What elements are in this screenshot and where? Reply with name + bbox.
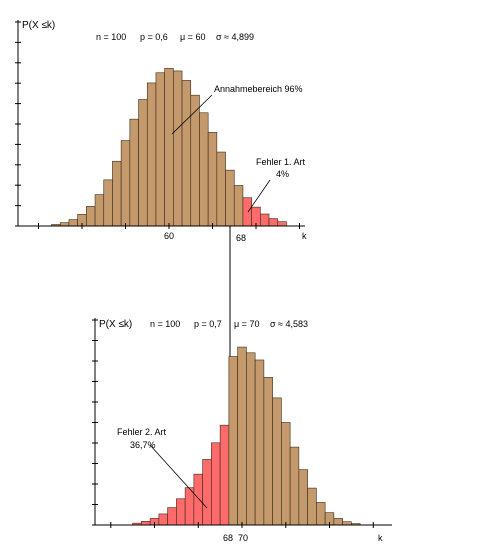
annotation-pointer-accept — [171, 94, 213, 135]
bar-bottom-k75 — [281, 422, 291, 526]
x-tick-label-60-top: 60 — [164, 231, 174, 241]
annotation-error2-value: 36,7% — [130, 440, 156, 450]
bar-top-k66 — [216, 151, 226, 227]
x-ticks-bottom — [110, 522, 374, 528]
bar-top-k67 — [225, 169, 235, 227]
bar-bottom-k79 — [316, 502, 326, 526]
y-axis-label-top: P(X ≤k) — [22, 20, 55, 31]
param-sigma-bottom: σ ≈ 4,583 — [270, 319, 308, 329]
bar-top-k68 — [233, 185, 244, 227]
bar-top-k53 — [103, 179, 113, 227]
annotation-error1-value: 4% — [276, 169, 289, 179]
param-p-top: p = 0,6 — [140, 32, 168, 42]
chart-bottom-p07: P(X ≤k) k n = 100 p = 0,7 μ = 70 σ ≈ 4,5… — [92, 318, 392, 543]
param-n-bottom: n = 100 — [150, 319, 180, 329]
bar-top-k69 — [242, 197, 252, 227]
bar-top-k72 — [268, 218, 279, 227]
bars-bottom — [132, 346, 361, 526]
x-axis-label-top: k — [302, 231, 307, 241]
bar-bottom-k59 — [141, 521, 151, 526]
bar-top-k58 — [146, 82, 157, 227]
bar-top-k49 — [68, 219, 78, 227]
y-ticks-bottom — [92, 319, 98, 526]
bar-bottom-k81 — [333, 518, 343, 526]
bar-bottom-k76 — [289, 446, 300, 526]
bar-bottom-k64 — [184, 487, 195, 526]
chart-top-p06: P(X ≤k) k n = 100 p = 0,6 μ = 60 σ ≈ 4,8… — [15, 20, 307, 243]
param-sigma-top: σ ≈ 4,899 — [216, 32, 254, 42]
bar-top-k55 — [120, 140, 131, 227]
bar-bottom-k66 — [202, 459, 212, 526]
x-ticks-top — [38, 223, 300, 229]
y-ticks-top — [15, 21, 21, 227]
bars-top — [51, 68, 287, 227]
bar-top-k71 — [260, 213, 270, 227]
bar-bottom-k74 — [272, 397, 282, 526]
x-tick-label-68-bottom: 68 — [223, 533, 233, 543]
bar-bottom-k78 — [307, 487, 317, 526]
bar-bottom-k61 — [158, 513, 168, 526]
bar-bottom-k72 — [254, 359, 265, 526]
bar-top-k60 — [164, 68, 174, 227]
bar-bottom-k70 — [237, 346, 247, 526]
bar-top-k64 — [199, 112, 209, 227]
bar-top-k62 — [181, 80, 192, 227]
bar-top-k51 — [86, 206, 96, 227]
bar-bottom-k73 — [263, 377, 273, 526]
bar-top-k56 — [129, 118, 139, 227]
annotation-error2-title: Fehler 2. Art — [117, 427, 167, 437]
param-mu-top: μ = 60 — [180, 32, 205, 42]
bar-top-k65 — [207, 132, 218, 227]
bar-bottom-k71 — [246, 352, 256, 526]
bar-top-k57 — [138, 99, 148, 227]
bar-top-k52 — [94, 194, 105, 227]
y-axis-label-bottom: P(X ≤k) — [99, 319, 132, 330]
param-p-bottom: p = 0,7 — [194, 319, 222, 329]
bar-bottom-k63 — [176, 498, 186, 526]
x-axis-label-bottom: k — [378, 533, 383, 543]
annotation-accept-region: Annahmebereich 96% — [214, 84, 303, 94]
param-n-top: n = 100 — [96, 32, 126, 42]
annotation-pointer-error2 — [149, 444, 208, 509]
bar-top-k59 — [155, 72, 165, 227]
bar-top-k73 — [277, 221, 287, 227]
x-tick-label-70-bottom: 70 — [238, 533, 248, 543]
x-tick-label-68-top: 68 — [236, 233, 246, 243]
bar-top-k61 — [173, 70, 183, 227]
bar-bottom-k62 — [167, 507, 177, 526]
bar-bottom-k69 — [228, 356, 238, 526]
annotation-error1-title: Fehler 1. Art — [256, 157, 306, 167]
bar-bottom-k65 — [193, 473, 203, 526]
annotation-pointer-error1 — [247, 179, 271, 213]
bar-top-k54 — [112, 160, 122, 227]
bar-bottom-k67 — [211, 442, 221, 526]
param-mu-bottom: μ = 70 — [234, 319, 259, 329]
bar-bottom-k77 — [298, 469, 308, 526]
bar-bottom-k68 — [219, 424, 230, 526]
